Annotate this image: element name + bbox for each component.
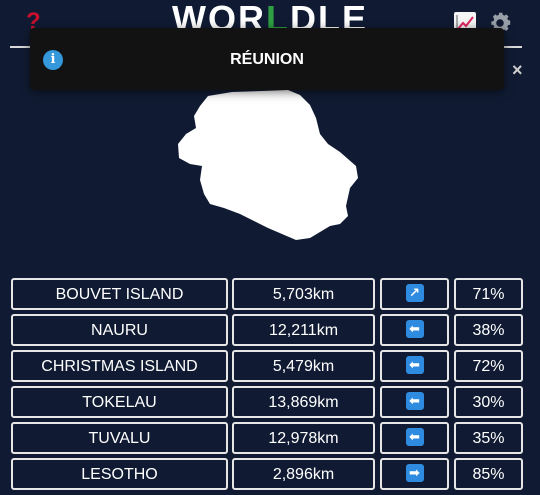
guess-proximity: 85% [454,458,523,490]
close-icon[interactable]: × [512,60,523,80]
west-arrow-icon: ⬅ [405,356,424,375]
toast-notification: i RÉUNION × [30,28,523,90]
gear-icon[interactable] [487,10,513,36]
header-divider-left [10,46,30,48]
guess-direction: ➡ [380,458,449,490]
guess-row: CHRISTMAS ISLAND 5,479km ⬅ 72% [11,350,523,382]
guess-country: LESOTHO [11,458,228,490]
guess-direction: ⬅ [380,422,449,454]
guess-row: NAURU 12,211km ⬅ 38% [11,314,523,346]
guess-direction: ⬅ [380,350,449,382]
guesses-list: BOUVET ISLAND 5,703km ↗ 71% NAURU 12,211… [11,278,523,494]
guess-proximity: 71% [454,278,523,310]
header-divider-right [504,46,522,48]
guess-row: LESOTHO 2,896km ➡ 85% [11,458,523,490]
west-arrow-icon: ⬅ [405,320,424,339]
guess-distance: 12,211km [232,314,375,346]
north-east-arrow-icon: ↗ [405,284,424,303]
guess-country: TUVALU [11,422,228,454]
guess-distance: 5,479km [232,350,375,382]
guess-row: TOKELAU 13,869km ⬅ 30% [11,386,523,418]
guess-proximity: 72% [454,350,523,382]
guess-row: BOUVET ISLAND 5,703km ↗ 71% [11,278,523,310]
guess-direction: ⬅ [380,314,449,346]
west-arrow-icon: ⬅ [405,392,424,411]
guess-direction: ⬅ [380,386,449,418]
guess-proximity: 35% [454,422,523,454]
guess-row: TUVALU 12,978km ⬅ 35% [11,422,523,454]
guess-distance: 12,978km [232,422,375,454]
guess-distance: 5,703km [232,278,375,310]
guess-proximity: 38% [454,314,523,346]
guess-country: CHRISTMAS ISLAND [11,350,228,382]
toast-message: RÉUNION [230,51,304,68]
guess-country: NAURU [11,314,228,346]
guess-direction: ↗ [380,278,449,310]
guess-country: BOUVET ISLAND [11,278,228,310]
east-arrow-icon: ➡ [405,464,424,483]
guess-distance: 2,896km [232,458,375,490]
guess-distance: 13,869km [232,386,375,418]
guess-country: TOKELAU [11,386,228,418]
country-silhouette [178,90,358,240]
guess-proximity: 30% [454,386,523,418]
info-icon: i [43,50,63,70]
west-arrow-icon: ⬅ [405,428,424,447]
